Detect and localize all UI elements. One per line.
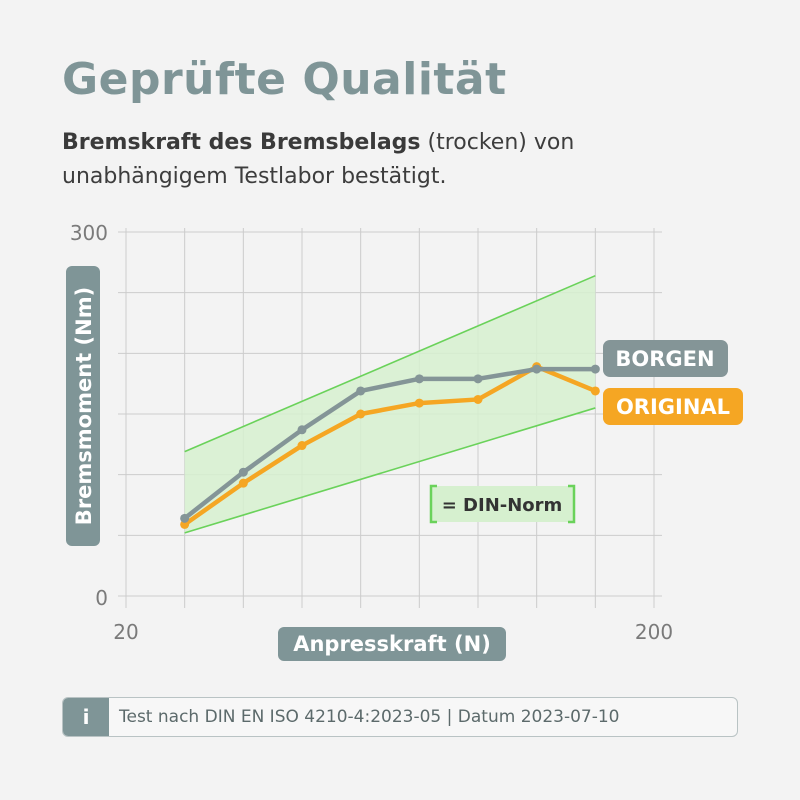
y-axis-label: Bremsmoment (Nm): [66, 266, 100, 546]
page-title: Geprüfte Qualität: [62, 54, 507, 105]
data-point-borgen: [238, 467, 248, 477]
legend-borgen-label: BORGEN: [615, 347, 714, 371]
legend-original-label: ORIGINAL: [616, 395, 730, 419]
subtitle-bold: Bremskraft des Bremsbelags: [62, 130, 421, 155]
x-axis-label-text: Anpresskraft (N): [293, 632, 491, 656]
din-norm-legend: = DIN-Norm: [429, 484, 576, 524]
page-subtitle: Bremskraft des Bremsbelags (trocken) von…: [62, 126, 682, 194]
data-point-borgen: [180, 513, 190, 523]
y-axis-label-text: Bremsmoment (Nm): [72, 287, 96, 525]
data-point-original: [590, 386, 600, 396]
din-norm-lower-line: [184, 407, 596, 534]
din-norm-upper-line: [184, 274, 596, 453]
legend-borgen: BORGEN: [603, 340, 728, 377]
din-norm-band: [184, 274, 596, 534]
data-point-borgen: [473, 374, 483, 384]
x-tick-right: 200: [635, 620, 673, 644]
subtitle-rest: (trocken) von unabhängigem Testlabor bes…: [62, 130, 575, 189]
din-norm-legend-label: = DIN-Norm: [442, 495, 563, 516]
data-point-borgen: [297, 425, 307, 435]
test-note: Test nach DIN EN ISO 4210-4:2023-05 | Da…: [119, 707, 620, 727]
info-icon: i: [63, 698, 109, 736]
data-point-original: [473, 394, 483, 404]
data-point-borgen: [356, 386, 366, 396]
data-point-original: [238, 478, 248, 488]
y-tick-top: 300: [70, 221, 108, 245]
series-lines: [180, 362, 600, 529]
data-point-original: [356, 409, 366, 419]
x-tick-left: 20: [113, 620, 138, 644]
data-point-original: [414, 398, 424, 408]
test-info-footer: i Test nach DIN EN ISO 4210-4:2023-05 | …: [62, 697, 738, 737]
axis-ticks: 300 0 20 200: [70, 221, 673, 644]
legend-original: ORIGINAL: [603, 388, 743, 425]
din-norm-area: [184, 275, 596, 533]
series-line-borgen: [182, 366, 598, 521]
data-point-original: [297, 441, 307, 451]
data-point-borgen: [414, 374, 424, 384]
y-tick-bottom: 0: [95, 586, 108, 610]
data-point-borgen: [590, 364, 600, 374]
data-point-borgen: [532, 364, 542, 374]
x-axis-label: Anpresskraft (N): [278, 627, 506, 661]
